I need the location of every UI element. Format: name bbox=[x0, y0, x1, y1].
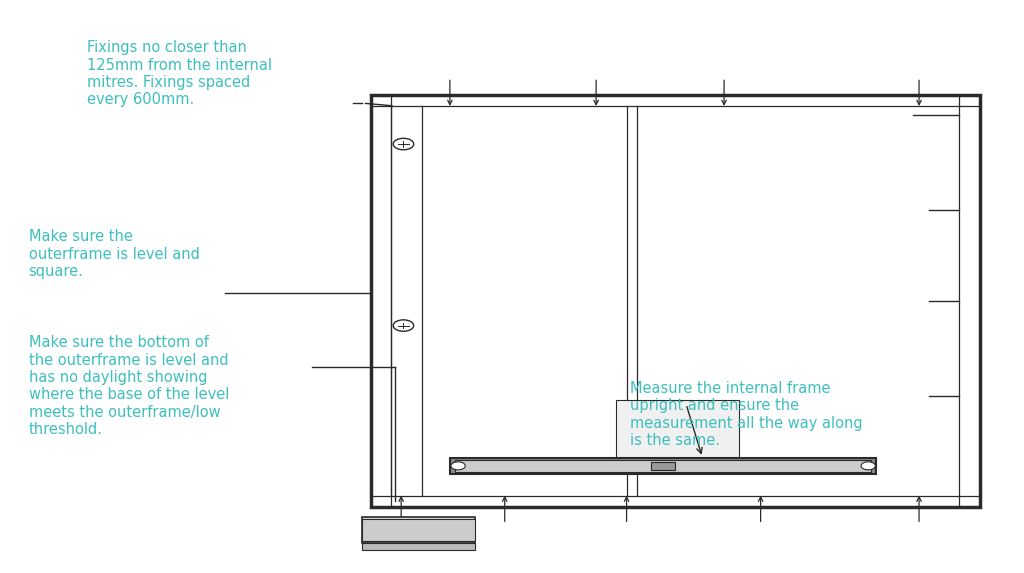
Text: Make sure the bottom of
the outerframe is level and
has no daylight showing
wher: Make sure the bottom of the outerframe i… bbox=[29, 335, 229, 437]
Circle shape bbox=[451, 462, 465, 470]
Bar bbox=[362, 517, 475, 543]
Bar bbox=[616, 401, 739, 458]
Bar bbox=[362, 543, 475, 550]
Circle shape bbox=[861, 462, 876, 470]
Bar bbox=[371, 95, 980, 507]
Bar bbox=[455, 460, 871, 472]
Circle shape bbox=[393, 138, 414, 150]
Bar bbox=[651, 462, 676, 470]
Bar bbox=[450, 458, 877, 474]
Circle shape bbox=[393, 320, 414, 331]
Bar bbox=[362, 519, 475, 541]
Text: Fixings no closer than
125mm from the internal
mitres. Fixings spaced
every 600m: Fixings no closer than 125mm from the in… bbox=[87, 40, 272, 107]
Text: Measure the internal frame
upright and ensure the
measurement all the way along
: Measure the internal frame upright and e… bbox=[630, 381, 862, 448]
Text: Make sure the
outerframe is level and
square.: Make sure the outerframe is level and sq… bbox=[29, 229, 200, 279]
